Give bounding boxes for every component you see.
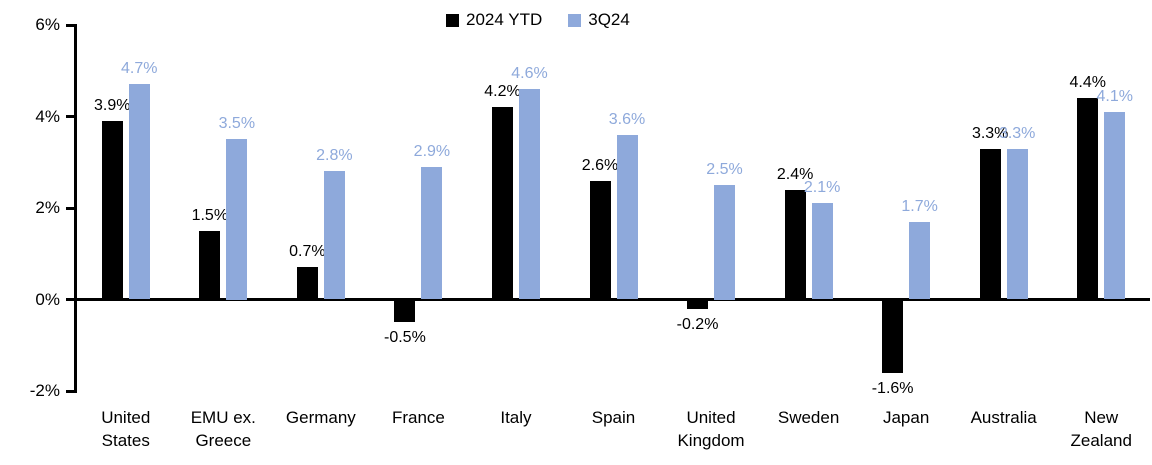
bar-2024-ytd bbox=[199, 230, 221, 300]
bar-value-label: 2.5% bbox=[706, 161, 743, 179]
bar-value-label: 4.1% bbox=[1096, 87, 1133, 105]
bar-3q24 bbox=[226, 139, 248, 300]
bar-3q24 bbox=[128, 84, 150, 300]
category-label: New Zealand bbox=[1070, 408, 1132, 450]
y-axis-tick bbox=[66, 115, 74, 118]
bar-value-label: 1.7% bbox=[901, 197, 938, 215]
bar-3q24 bbox=[616, 134, 638, 300]
bar-2024-ytd bbox=[394, 299, 416, 323]
bar-value-label: 2.6% bbox=[581, 156, 619, 174]
bar-value-label: 3.6% bbox=[608, 110, 646, 128]
bar-value-label: 2.8% bbox=[316, 147, 353, 165]
bar-value-label: 3.3% bbox=[971, 124, 1009, 142]
category-label: United States bbox=[101, 408, 151, 450]
bar-value-label: -0.2% bbox=[676, 315, 719, 333]
bar-value-label: 2.4% bbox=[776, 165, 814, 183]
y-axis-tick-label: -2% bbox=[29, 381, 60, 400]
legend-swatch-3q24 bbox=[568, 13, 582, 27]
bar-value-label: 4.4% bbox=[1069, 74, 1106, 92]
bar-3q24 bbox=[1006, 148, 1028, 300]
bar-3q24 bbox=[421, 166, 443, 300]
bar-3q24 bbox=[1104, 111, 1126, 300]
category-label: Spain bbox=[591, 408, 636, 427]
legend-item-3q24: 3Q24 bbox=[568, 10, 630, 30]
bar-2024-ytd bbox=[296, 267, 318, 300]
bar-value-label: 2.9% bbox=[413, 142, 451, 160]
bar-value-label: -0.5% bbox=[384, 329, 426, 347]
category-label: Germany bbox=[285, 408, 356, 427]
bar-2024-ytd bbox=[589, 180, 611, 300]
y-axis-tick-label: 6% bbox=[35, 15, 60, 34]
bar-3q24 bbox=[909, 221, 931, 300]
category-label: United Kingdom bbox=[677, 408, 745, 450]
y-axis-tick-label: 0% bbox=[35, 289, 60, 309]
legend-label-3q24: 3Q24 bbox=[588, 10, 630, 29]
bar-2024-ytd bbox=[1077, 98, 1099, 300]
bar-2024-ytd bbox=[101, 121, 123, 300]
legend-item-2024-ytd: 2024 YTD bbox=[446, 10, 542, 30]
bar-value-label: 0.7% bbox=[289, 243, 326, 261]
bar-value-label: 1.5% bbox=[191, 206, 229, 224]
y-axis-tick-label: 2% bbox=[35, 198, 60, 217]
category-label: Australia bbox=[970, 408, 1037, 427]
legend: 2024 YTD 3Q24 bbox=[446, 10, 630, 30]
bar-2024-ytd bbox=[882, 299, 904, 373]
category-label: Japan bbox=[882, 408, 930, 427]
bar-value-label: 4.6% bbox=[511, 65, 548, 83]
x-axis-baseline bbox=[74, 298, 1150, 301]
bar-3q24 bbox=[811, 203, 833, 300]
bar-value-label: -1.6% bbox=[871, 379, 914, 397]
bar-2024-ytd bbox=[687, 299, 709, 309]
bar-2024-ytd bbox=[491, 107, 513, 300]
y-axis-tick bbox=[66, 23, 74, 27]
bar-3q24 bbox=[714, 185, 736, 300]
y-axis-tick bbox=[66, 298, 74, 301]
bar-value-label: 3.3% bbox=[998, 124, 1036, 142]
legend-swatch-2024-ytd bbox=[446, 13, 459, 27]
bar-value-label: 3.9% bbox=[94, 97, 131, 115]
bar-2024-ytd bbox=[784, 189, 806, 300]
category-label: EMU ex. Greece bbox=[190, 408, 256, 450]
bar-value-label: 3.5% bbox=[218, 115, 256, 133]
bar-value-label: 4.2% bbox=[484, 83, 521, 101]
y-axis-tick bbox=[66, 206, 74, 210]
legend-label-2024-ytd: 2024 YTD bbox=[466, 10, 543, 29]
bar-value-label: 2.1% bbox=[803, 179, 841, 197]
category-label: Italy bbox=[500, 408, 532, 427]
bar-3q24 bbox=[323, 171, 345, 300]
bar-3q24 bbox=[518, 89, 540, 300]
category-label: France bbox=[391, 408, 445, 427]
y-axis-line bbox=[74, 23, 77, 393]
y-axis-tick bbox=[66, 389, 74, 393]
bar-value-label: 4.7% bbox=[121, 60, 158, 78]
category-label: Sweden bbox=[777, 408, 840, 427]
y-axis-tick-label: 4% bbox=[35, 106, 60, 126]
bar-2024-ytd bbox=[979, 148, 1001, 300]
